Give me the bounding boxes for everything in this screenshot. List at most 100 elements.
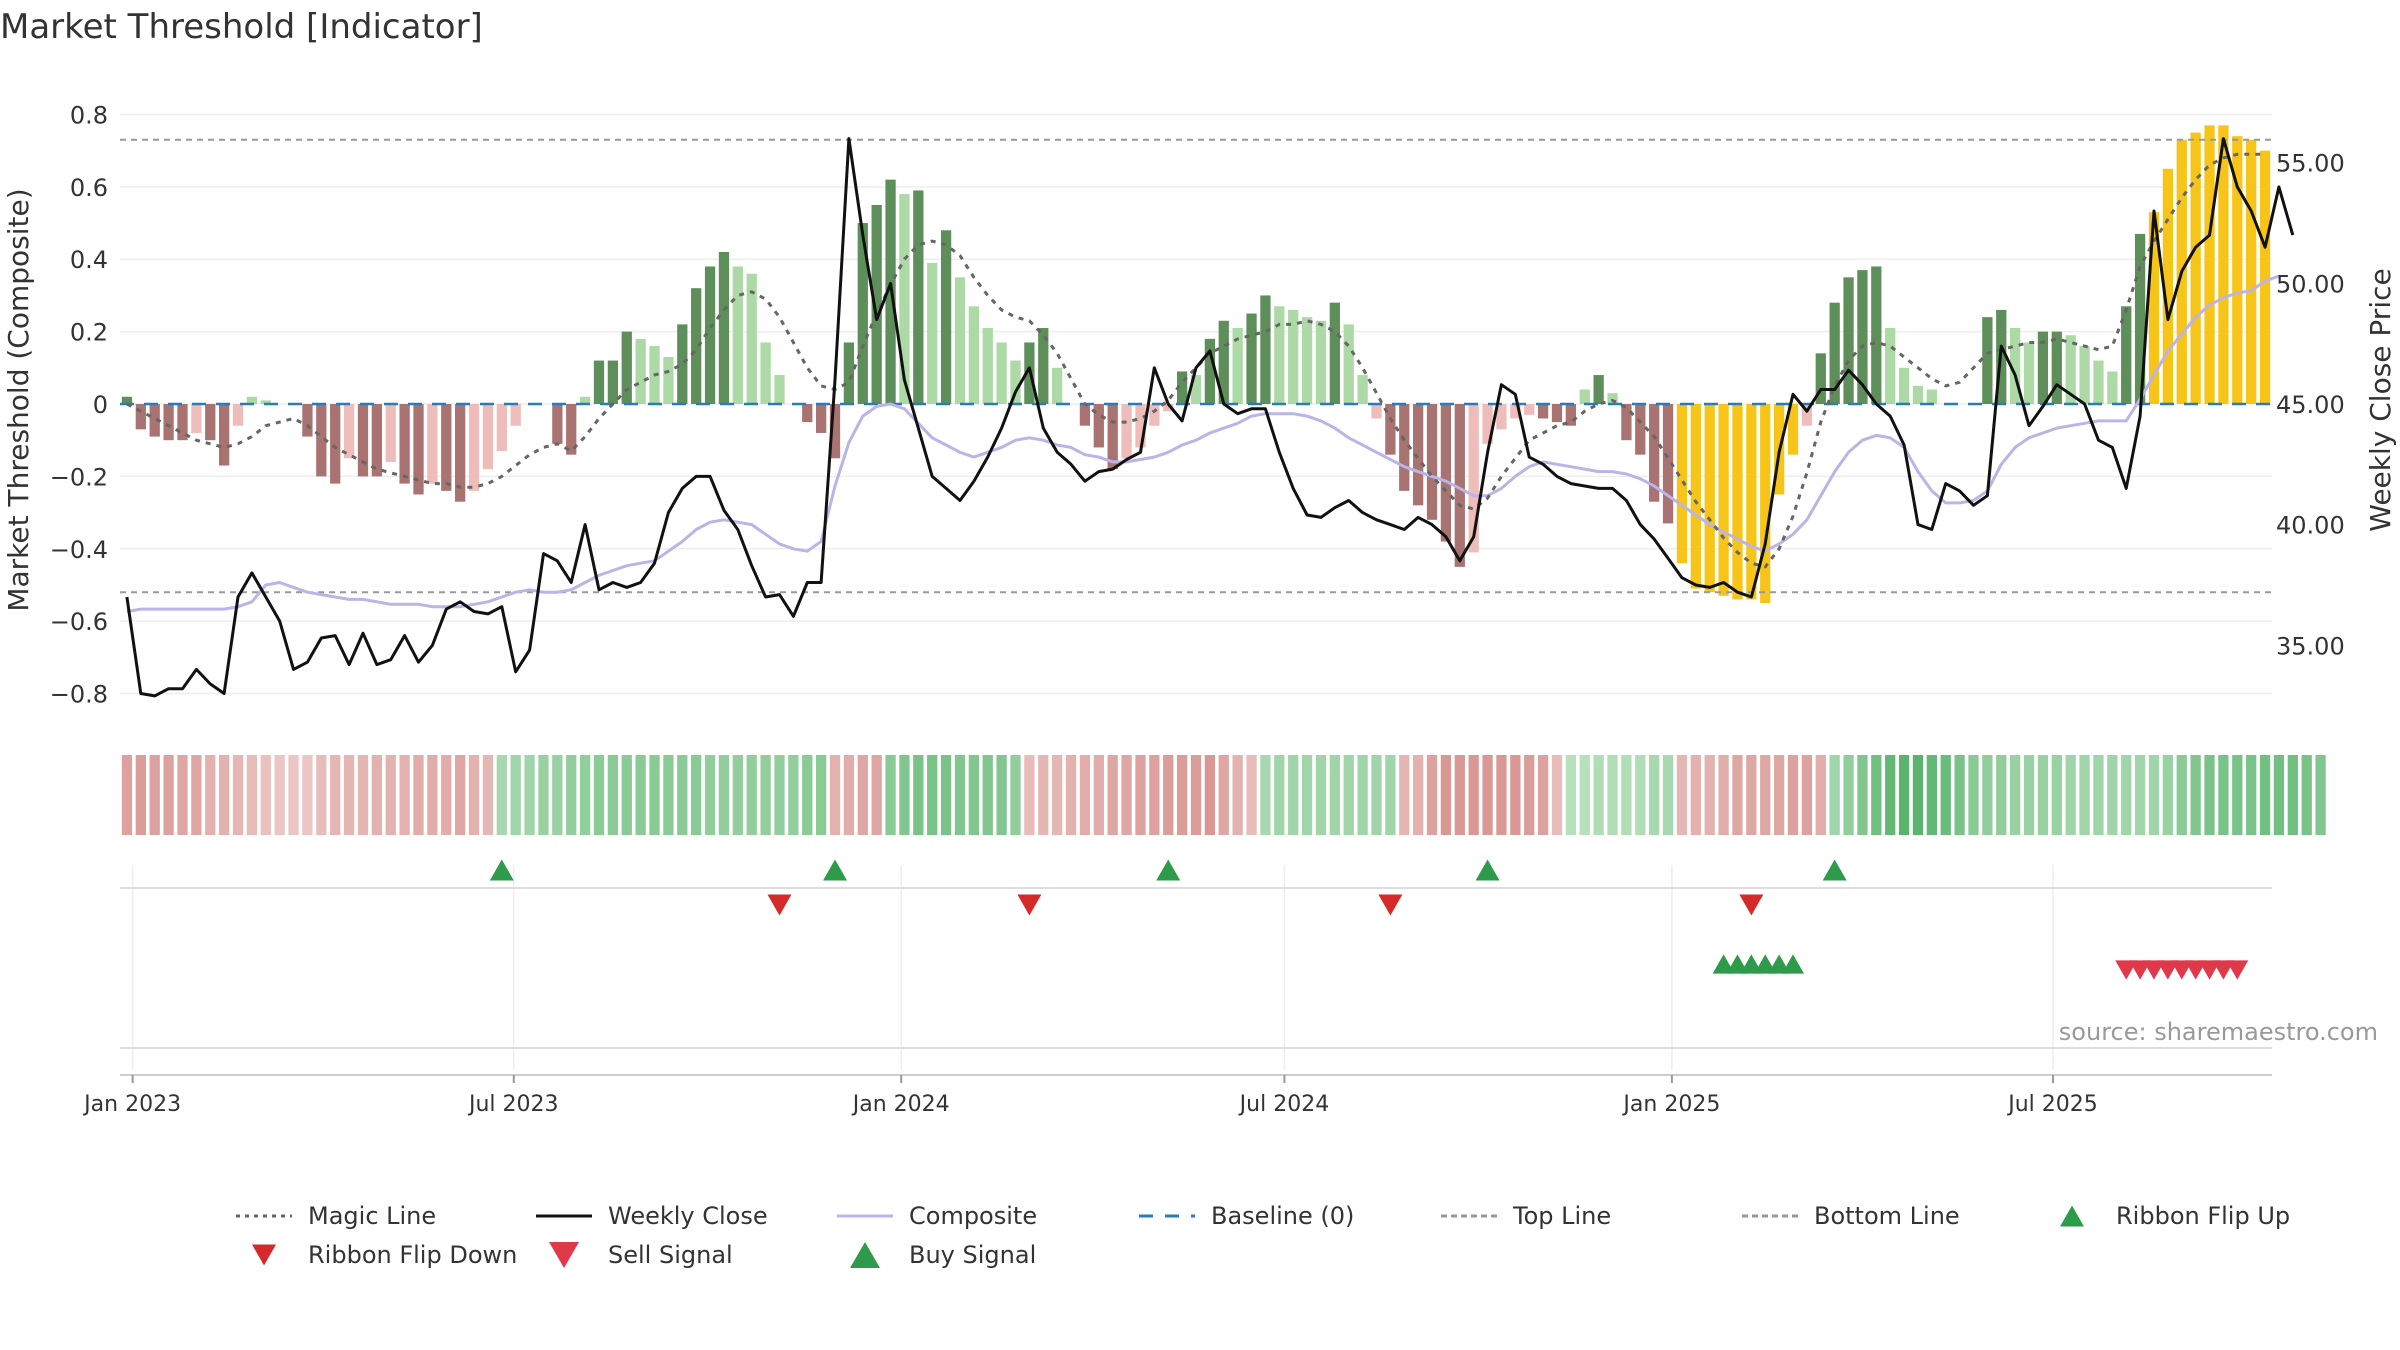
source-note: source: sharemaestro.com [2059, 1018, 2378, 1046]
ribbon-cell [2051, 755, 2062, 835]
ribbon-cell [399, 755, 410, 835]
threshold-bar [1093, 404, 1104, 448]
ribbon-cell [1204, 755, 1216, 835]
threshold-bar [2148, 212, 2160, 404]
legend-label: Baseline (0) [1211, 1202, 1354, 1230]
threshold-bar [1718, 404, 1729, 596]
threshold-bar [330, 404, 341, 484]
ribbon-cell [2315, 755, 2326, 835]
ribbon-cell [1399, 755, 1410, 835]
threshold-bar [927, 262, 938, 404]
ribbon-cell [1565, 755, 1577, 835]
ribbon-cell [427, 755, 438, 835]
ribbon-cell [2093, 755, 2104, 835]
threshold-bar [510, 404, 521, 426]
ribbon-cell [385, 755, 396, 835]
threshold-bar [1079, 404, 1091, 426]
ribbon-cell [1024, 755, 1035, 835]
threshold-bar [1926, 389, 1937, 404]
threshold-bar [1399, 404, 1410, 491]
ribbon-cell [996, 755, 1007, 835]
threshold-bar [704, 266, 716, 404]
ribbon-cell [2162, 755, 2174, 835]
ribbon-cell [1107, 755, 1118, 835]
ribbon-cell [316, 755, 327, 835]
threshold-bar [1190, 375, 1202, 404]
ribbon-cell [2204, 755, 2215, 835]
threshold-bar [607, 360, 619, 404]
threshold-bar [1593, 375, 1604, 404]
y-tick-label: 0.4 [70, 246, 108, 274]
x-tick-label: Jan 2024 [851, 1092, 950, 1117]
threshold-bar [1704, 404, 1715, 593]
ribbon-cell [1343, 755, 1354, 835]
ribbon-cell [1496, 755, 1507, 835]
threshold-bar [663, 356, 674, 404]
threshold-bar [163, 404, 174, 441]
threshold-bar [2107, 371, 2118, 404]
y-tick-label: 0.8 [70, 101, 108, 129]
threshold-bar [427, 404, 438, 484]
threshold-bar [1732, 404, 1743, 600]
ribbon-cell [649, 755, 660, 835]
ribbon-cell [2190, 755, 2201, 835]
ribbon-cell [468, 755, 480, 835]
ribbon-cell [1649, 755, 1660, 835]
threshold-bar [1440, 404, 1452, 542]
ribbon-cell [1718, 755, 1729, 835]
threshold-bar [218, 404, 230, 466]
ribbon-cell [1593, 755, 1604, 835]
threshold-bar [316, 404, 327, 477]
y-tick-label: −0.2 [50, 463, 108, 491]
threshold-bar [1801, 404, 1813, 426]
threshold-bar [1052, 367, 1063, 404]
threshold-bar [2246, 139, 2257, 405]
ribbon-cell [718, 755, 730, 835]
threshold-bar [2037, 331, 2049, 404]
ribbon-cell [1454, 755, 1465, 835]
legend-label: Top Line [1512, 1202, 1611, 1230]
sell-signal-marker [2142, 960, 2165, 980]
ribbon-cell [1065, 755, 1077, 835]
threshold-bar [1288, 309, 1299, 404]
ribbon-cell [704, 755, 716, 835]
ribbon-cell [1288, 755, 1299, 835]
ribbon-cell [1121, 755, 1132, 835]
ribbon-cell [288, 755, 299, 835]
ribbon-cell [1843, 755, 1854, 835]
sell-signal-marker [2212, 960, 2235, 980]
threshold-bar [1371, 404, 1382, 419]
ribbon-cell [1676, 755, 1688, 835]
threshold-bar [2162, 168, 2174, 404]
threshold-bar [1815, 353, 1826, 404]
legend-swatch [2060, 1205, 2084, 1227]
threshold-bar [149, 404, 160, 437]
ribbon-cell [1801, 755, 1813, 835]
ribbon-cell [260, 755, 271, 835]
threshold-bar [2204, 125, 2215, 404]
threshold-bar [455, 404, 466, 502]
ribbon-cell [1954, 755, 1965, 835]
ribbon-cell [1135, 755, 1146, 835]
y-tick-label: −0.4 [50, 536, 108, 564]
threshold-bar [1038, 328, 1049, 404]
threshold-bar [441, 404, 452, 491]
threshold-bar [718, 252, 730, 404]
ribbon-cell [2037, 755, 2049, 835]
threshold-bars [121, 125, 2271, 604]
legend-label: Ribbon Flip Up [2116, 1202, 2290, 1230]
ribbon-cell [2148, 755, 2160, 835]
threshold-bar [2079, 346, 2090, 404]
threshold-bar [1246, 313, 1257, 404]
threshold-bar [135, 404, 146, 430]
signal-markers [489, 859, 2249, 980]
legend-label: Sell Signal [608, 1241, 733, 1269]
ribbon-cell [1912, 755, 1924, 835]
ribbon-cell [343, 755, 355, 835]
threshold-bar [1690, 404, 1701, 589]
ribbon-cell [135, 755, 146, 835]
threshold-bar [1565, 404, 1577, 426]
magic-line [126, 152, 2266, 569]
threshold-bar [2190, 132, 2201, 405]
legend-label: Weekly Close [608, 1202, 768, 1230]
